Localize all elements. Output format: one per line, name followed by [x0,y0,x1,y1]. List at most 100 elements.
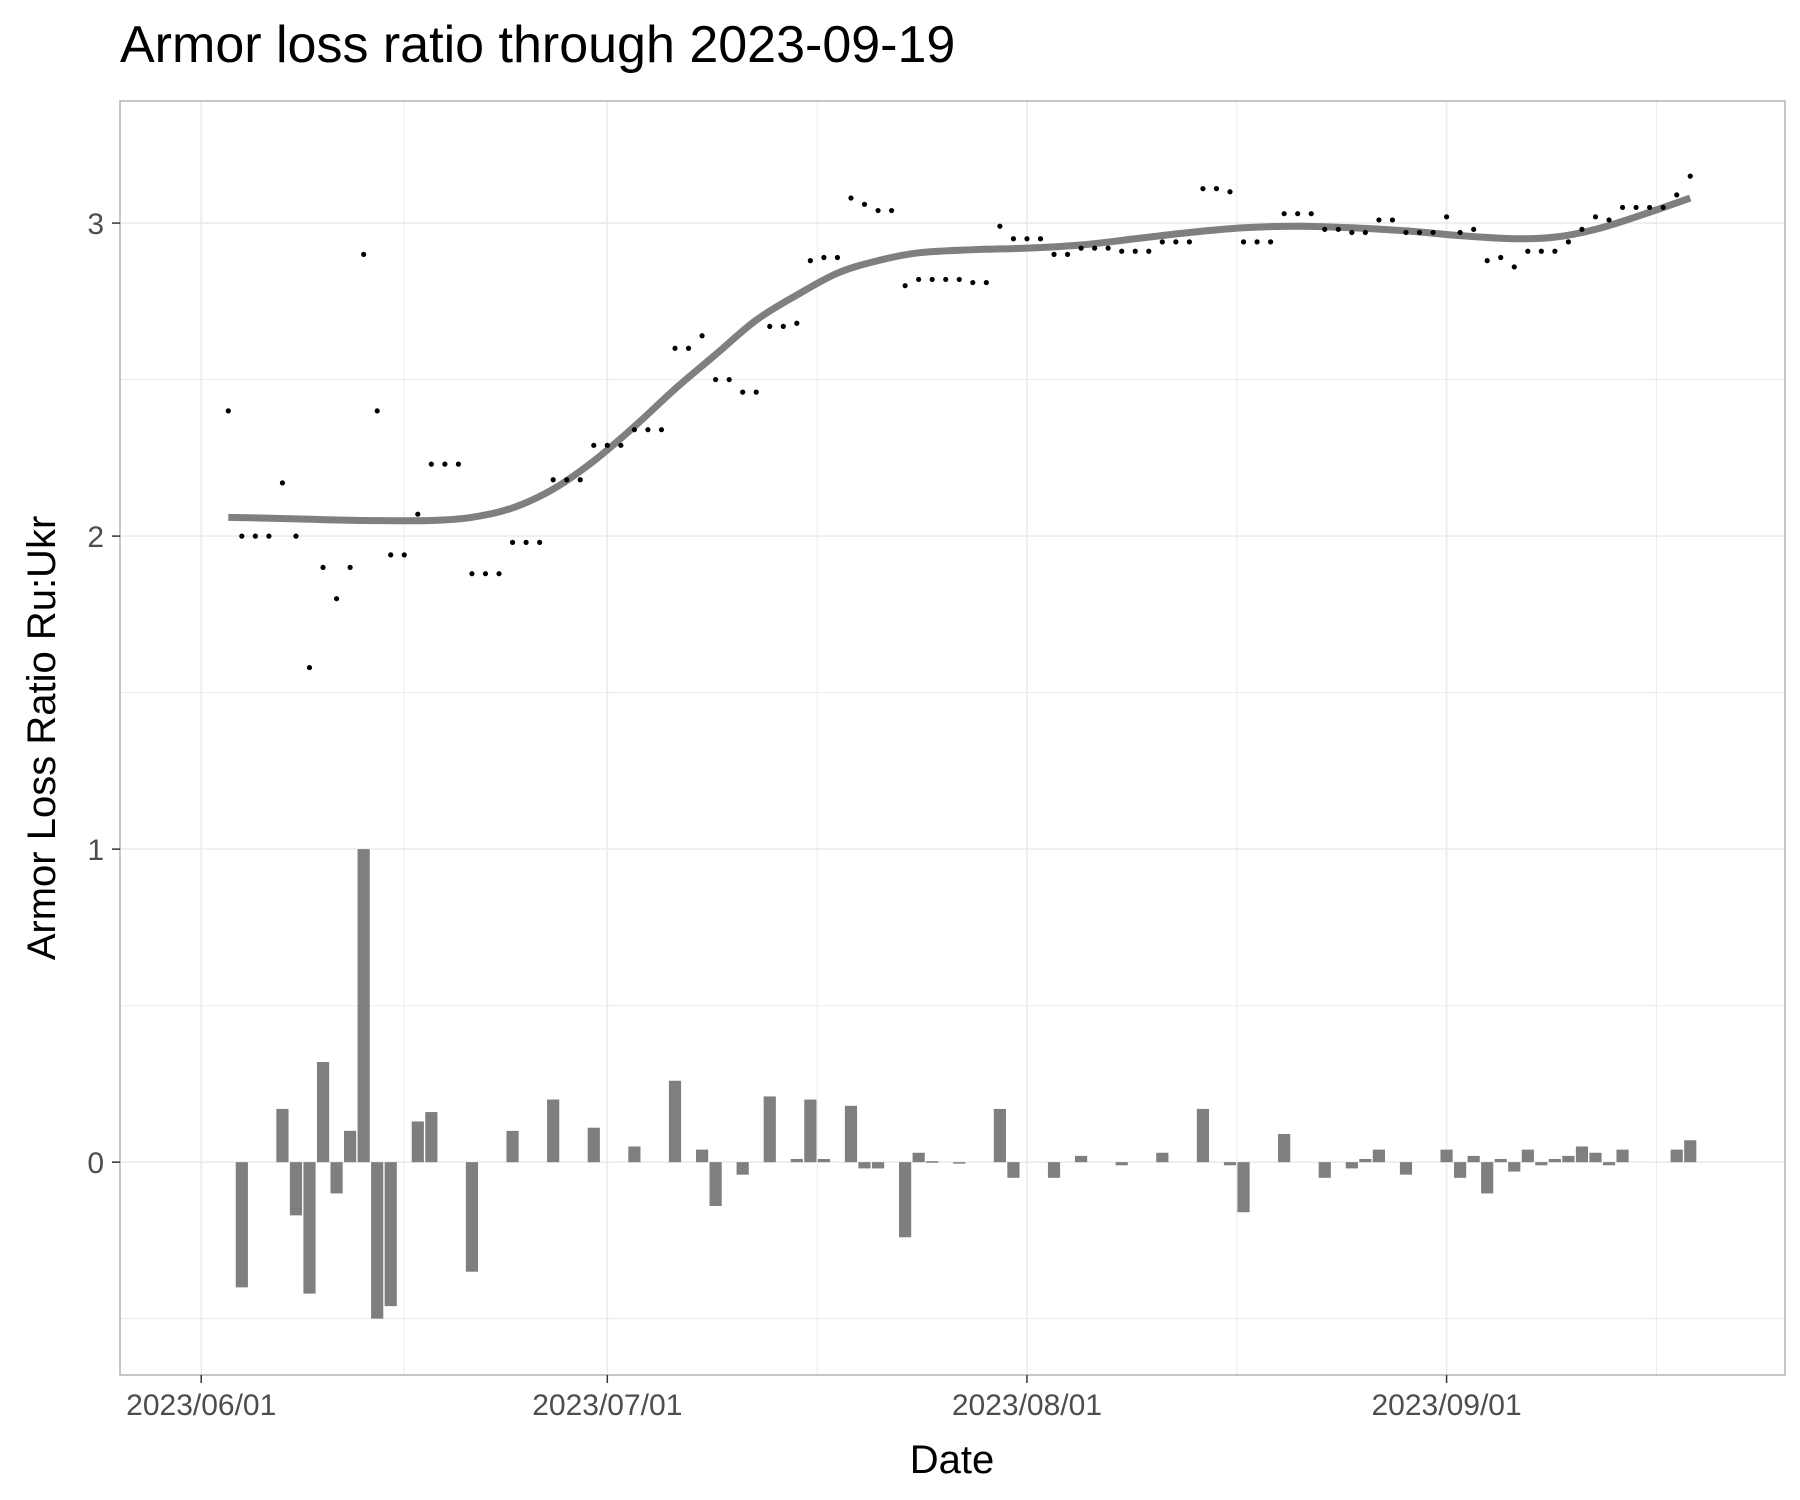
bar [1494,1159,1507,1163]
ratio-point [1051,251,1057,257]
bar [1467,1155,1480,1163]
bar [844,1105,858,1163]
ratio-point [1010,236,1017,242]
ratio-point [1119,248,1125,254]
bar [1440,1149,1453,1163]
ratio-point [1335,226,1341,232]
bar [289,1162,303,1216]
ratio-point [848,195,854,201]
ratio-point [388,552,394,558]
bar [411,1121,424,1163]
ratio-point [1484,258,1490,264]
x-tick-label: 2023/09/01 [1372,1389,1522,1422]
ratio-point [1105,245,1111,251]
ratio-point [929,276,935,283]
bar [506,1130,519,1163]
bar [1047,1162,1061,1178]
bar [547,1099,560,1163]
ratio-point [509,539,516,545]
ratio-point [1538,248,1544,254]
ratio-point [1092,245,1098,251]
bar [993,1108,1006,1163]
bar [1575,1146,1589,1163]
bar [628,1146,641,1163]
ratio-point [1647,204,1653,211]
ratio-point [1633,204,1639,211]
ratio-point [1579,226,1585,232]
ratio-point [252,533,258,539]
bar [1589,1152,1602,1163]
ratio-point [1498,254,1504,261]
bar [926,1161,939,1163]
ratio-point [1308,211,1314,217]
y-axis-title: Armor Loss Ratio Ru:Ukr [20,516,64,961]
bar [1535,1162,1548,1166]
bar [1115,1162,1128,1166]
ratio-point [1511,264,1517,270]
ratio-point [1146,248,1152,254]
ratio-point [523,539,529,545]
ratio-point [591,442,597,448]
bar [465,1162,479,1272]
bar [276,1108,289,1163]
panel-border [119,100,1786,1376]
bar [1562,1155,1575,1163]
ratio-point [1565,239,1572,245]
ratio-point [1254,239,1260,245]
bar [1684,1140,1697,1163]
ratio-point [361,251,367,257]
ratio-point [1389,217,1396,223]
ratio-point [794,320,800,326]
ratio-point [780,323,786,329]
ratio-point [1619,204,1626,211]
bar [1454,1162,1467,1178]
ratio-point [1362,229,1368,236]
ratio-point [699,333,705,339]
ratio-point [1592,214,1599,220]
bar [316,1061,330,1163]
y-tick-label: 3 [87,208,104,241]
bar [1359,1159,1372,1163]
bar [357,849,370,1163]
ratio-point [1213,186,1220,192]
ratio-point [496,571,502,577]
ratio-point [1552,248,1558,254]
bar [1481,1162,1494,1194]
ratio-point [1376,217,1382,223]
ratio-point [482,571,489,577]
bar [1670,1149,1683,1163]
ratio-point [861,201,868,207]
bar [1548,1159,1561,1163]
ratio-point [1064,251,1071,257]
ratio-point [821,254,827,261]
ratio-point [415,511,421,517]
ratio-point [442,461,448,467]
ratio-point [983,279,989,286]
ratio-point [685,345,692,351]
ratio-point [997,223,1003,229]
ratio-point [266,533,272,539]
ratio-point [767,323,773,329]
chart-title: Armor loss ratio through 2023-09-19 [120,16,955,74]
ratio-point [469,571,475,577]
ratio-point [1660,204,1666,211]
ratio-point [401,552,407,558]
ratio-point [1416,229,1423,236]
bar [736,1162,749,1175]
bar [1278,1133,1291,1163]
bar [804,1099,817,1163]
ratio-point [293,533,299,539]
grid [120,101,1785,1375]
bar [668,1080,682,1163]
ratio-point [564,477,570,483]
bar [1237,1162,1250,1213]
ratio-point [970,279,976,286]
ratio-point [1132,248,1138,254]
ratio-point [279,480,286,486]
bar [344,1130,357,1163]
ratio-point [225,408,231,414]
bar [871,1162,885,1169]
ratio-point [1403,229,1409,236]
ratio-point [577,477,583,483]
bar [384,1162,397,1307]
